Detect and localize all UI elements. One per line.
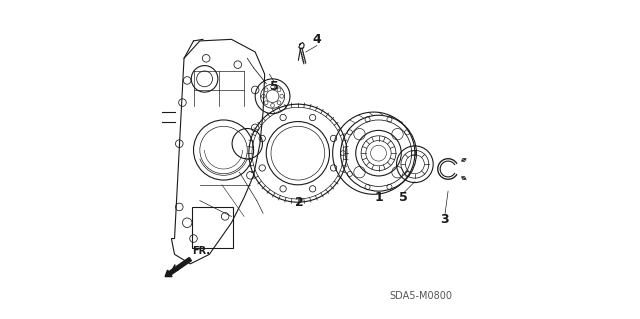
Text: 5: 5 — [399, 191, 408, 204]
Text: SDA5-M0800: SDA5-M0800 — [390, 291, 452, 300]
Text: 1: 1 — [374, 191, 383, 204]
Text: 3: 3 — [440, 213, 449, 226]
Text: FR.: FR. — [192, 246, 210, 256]
Text: 5: 5 — [270, 80, 278, 93]
FancyArrow shape — [165, 257, 191, 277]
Bar — [192, 207, 233, 248]
Text: 4: 4 — [312, 33, 321, 46]
Text: 2: 2 — [295, 196, 304, 209]
